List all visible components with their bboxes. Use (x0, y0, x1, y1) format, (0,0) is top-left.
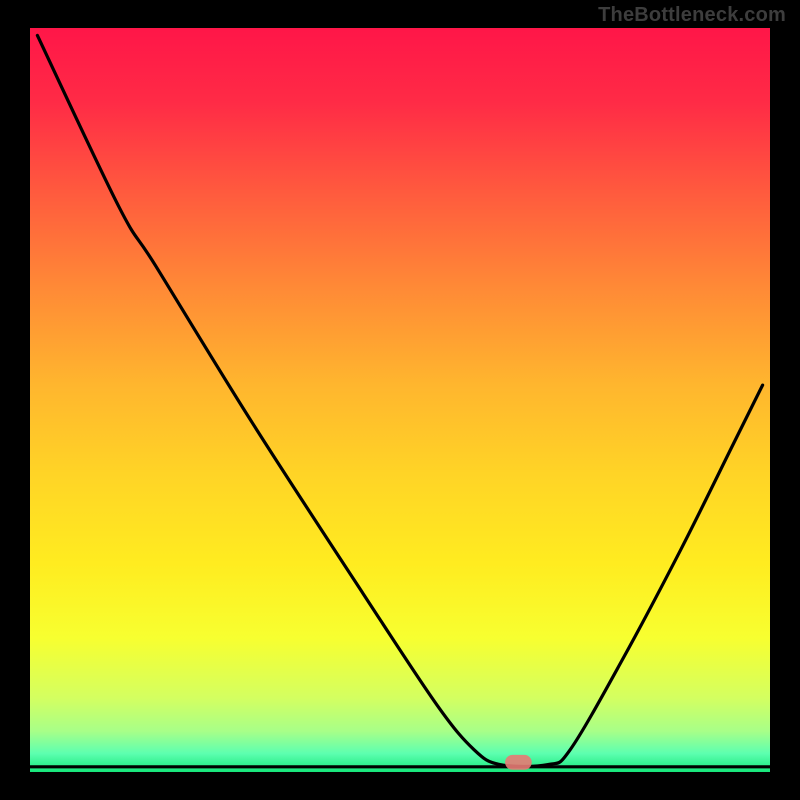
chart-plot-bg (30, 28, 770, 772)
bottleneck-chart: TheBottleneck.com (0, 0, 800, 800)
chart-svg (0, 0, 800, 800)
optimal-marker (505, 755, 532, 770)
watermark-text: TheBottleneck.com (598, 4, 786, 27)
